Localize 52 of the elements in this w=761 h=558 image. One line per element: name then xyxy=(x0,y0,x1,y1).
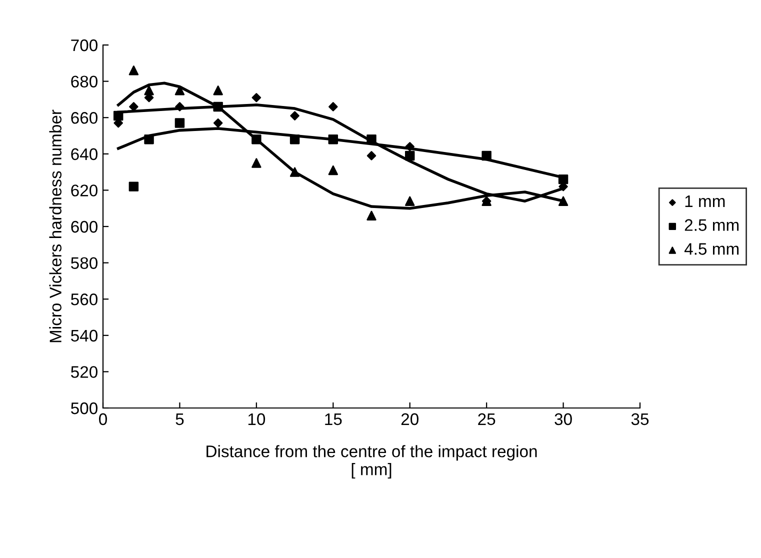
y-tick-label: 620 xyxy=(71,184,98,196)
x-tick-label: 10 xyxy=(248,413,266,426)
point xyxy=(290,134,300,144)
point xyxy=(404,150,415,161)
y-tick-label: 560 xyxy=(71,294,98,306)
point xyxy=(404,196,415,206)
x-tick-label: 25 xyxy=(478,413,496,426)
point xyxy=(366,210,376,220)
y-tick-label: 640 xyxy=(71,148,98,160)
y-tick-label: 700 xyxy=(71,39,98,52)
y-tick-label: 500 xyxy=(71,402,98,414)
y-tick-label: 680 xyxy=(71,76,98,88)
point xyxy=(290,167,300,177)
y-tick-label: 580 xyxy=(71,257,98,270)
x-tick-label: 0 xyxy=(99,413,107,426)
point xyxy=(128,66,139,76)
y-axis-title: Micro Vickers hardness number xyxy=(49,110,62,342)
legend-label: 1 mm xyxy=(685,195,725,207)
x-tick-label: 20 xyxy=(401,413,418,426)
point xyxy=(328,102,338,112)
point xyxy=(558,174,568,184)
point xyxy=(366,151,376,160)
y-tick-label: 540 xyxy=(71,330,98,342)
point xyxy=(558,196,568,206)
x-axis-title: Distance from the centre of the impact region [ mm] xyxy=(206,445,537,479)
y-tick-label: 600 xyxy=(71,220,98,233)
x-tick-label: 15 xyxy=(325,413,342,426)
point xyxy=(366,134,376,144)
point xyxy=(328,165,338,176)
point xyxy=(213,118,223,128)
legend-label: 4.5 mm xyxy=(684,243,739,255)
point xyxy=(113,110,124,121)
point xyxy=(144,86,154,96)
point xyxy=(213,102,223,112)
point xyxy=(290,111,300,120)
point xyxy=(252,93,262,102)
legend-label: 2.5 mm xyxy=(684,219,739,231)
x-tick-label: 5 xyxy=(176,413,184,426)
point xyxy=(482,150,492,161)
x-tick-label: 35 xyxy=(631,413,649,426)
y-tick-label: 660 xyxy=(71,112,98,124)
point xyxy=(175,102,184,112)
point xyxy=(252,158,262,168)
point xyxy=(252,134,262,144)
point xyxy=(174,118,185,128)
point xyxy=(405,142,414,152)
point xyxy=(144,134,154,144)
point xyxy=(328,134,338,144)
point xyxy=(128,182,139,192)
x-tick-label: 30 xyxy=(554,413,572,426)
point xyxy=(213,86,223,96)
y-tick-label: 520 xyxy=(71,366,98,378)
